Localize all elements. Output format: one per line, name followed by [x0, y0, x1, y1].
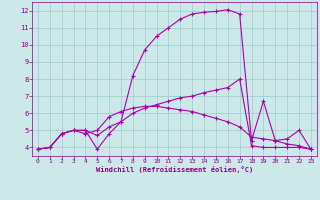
X-axis label: Windchill (Refroidissement éolien,°C): Windchill (Refroidissement éolien,°C): [96, 166, 253, 173]
